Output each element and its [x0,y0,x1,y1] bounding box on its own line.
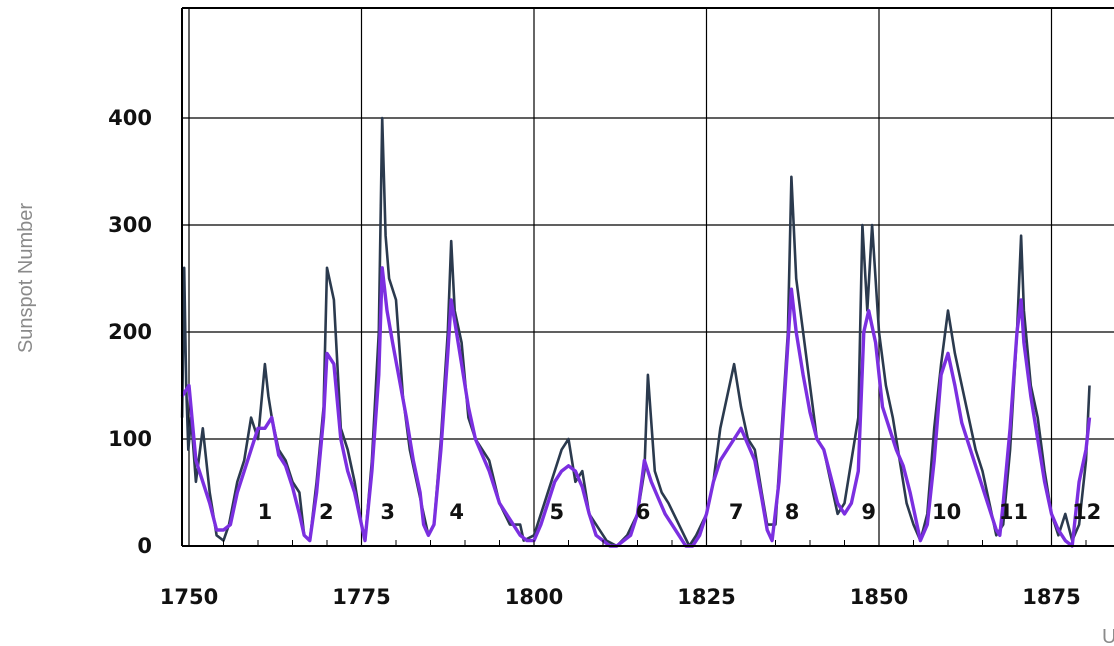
y-tick-label-0: 0 [137,534,152,558]
x-tick-label-1875: 1875 [1022,585,1080,609]
cycle-labels: 1 2 3 4 5 6 7 8 9 10 11 12 [258,500,1102,524]
cycle-label-10: 10 [932,500,961,524]
x-tick-labels: 1750 1775 1800 1825 1850 1875 [160,585,1081,609]
x-tick-label-1800: 1800 [505,585,563,609]
cycle-label-8: 8 [785,500,800,524]
x-tick-label-1825: 1825 [677,585,735,609]
y-axis-title: Sunspot Number [15,203,37,353]
cycle-label-3: 3 [380,500,395,524]
cycle-label-7: 7 [729,500,744,524]
cycle-label-4: 4 [449,500,464,524]
cycle-label-6: 6 [636,500,651,524]
x-tick-label-1850: 1850 [850,585,908,609]
smoothed-series [180,266,1092,548]
y-tick-label-100: 100 [108,427,152,451]
cycle-label-11: 11 [999,500,1028,524]
smoothed-line [180,266,1092,548]
y-tick-labels: 0 100 200 300 400 [108,106,152,558]
x-tick-label-1750: 1750 [160,585,218,609]
y-tick-label-400: 400 [108,106,152,130]
grid-lines [182,8,1114,546]
x-axis-title-partial: U [1102,626,1114,646]
plot-frame [181,7,1114,547]
cycle-label-12: 12 [1072,500,1101,524]
cycle-label-9: 9 [861,500,876,524]
y-tick-label-300: 300 [108,213,152,237]
x-tick-label-1775: 1775 [332,585,390,609]
y-tick-label-200: 200 [108,320,152,344]
cycle-label-5: 5 [549,500,564,524]
cycle-label-2: 2 [319,500,334,524]
cycle-label-1: 1 [258,500,273,524]
